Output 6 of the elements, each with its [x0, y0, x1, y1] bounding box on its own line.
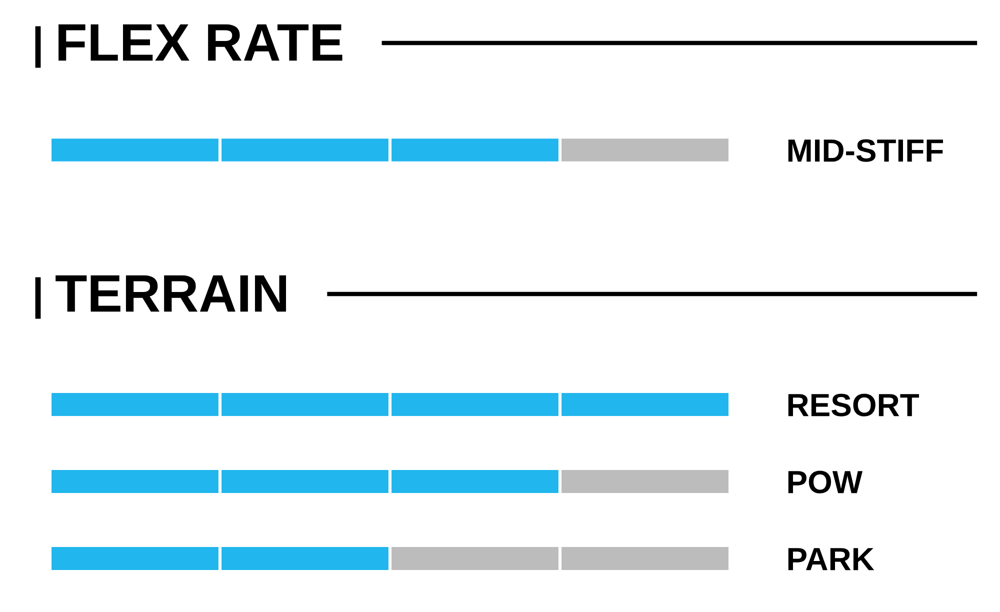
y-tick-label: MID-STIFF — [788, 139, 943, 162]
y-tick-label: PARK — [788, 548, 874, 570]
chart-title: TERRAIN — [56, 275, 286, 312]
y-tick-label: POW — [788, 470, 863, 494]
chart-title: FLEX RATE — [58, 24, 342, 61]
y-tick-label: RESORT — [788, 394, 920, 416]
